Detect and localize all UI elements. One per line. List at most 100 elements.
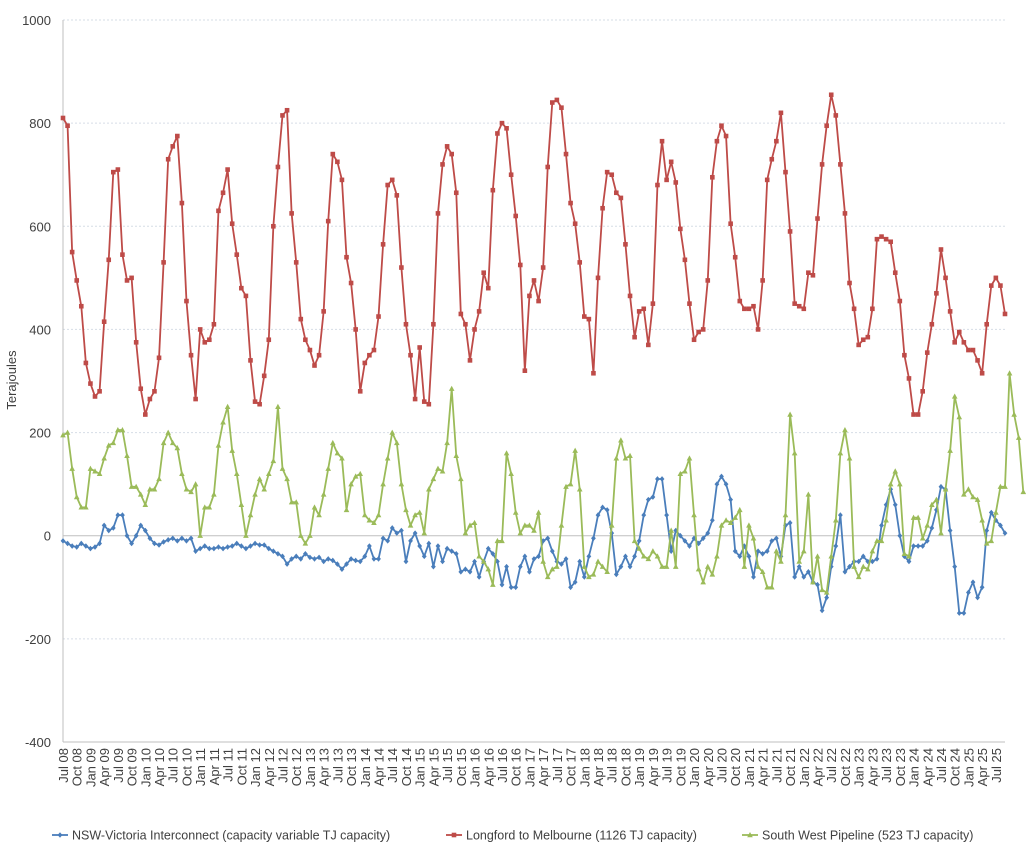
data-point xyxy=(710,174,715,180)
data-point xyxy=(348,556,354,562)
data-point xyxy=(824,594,830,601)
x-tick-label: Jul 12 xyxy=(275,748,290,783)
data-point xyxy=(659,138,665,144)
data-point xyxy=(1015,434,1022,440)
legend-label: NSW-Victoria Interconnect (capacity vari… xyxy=(72,829,390,843)
data-point xyxy=(549,100,555,105)
data-point xyxy=(302,550,308,557)
data-point xyxy=(568,200,573,206)
x-tick-label: Jan 24 xyxy=(907,748,922,787)
data-point xyxy=(581,574,587,580)
data-point xyxy=(380,242,386,247)
data-point xyxy=(197,545,203,552)
data-point xyxy=(833,517,839,523)
data-point xyxy=(837,512,843,518)
data-point xyxy=(618,563,624,570)
data-point xyxy=(736,506,743,513)
x-tick-label: Apr 22 xyxy=(811,748,826,786)
data-point xyxy=(888,239,893,245)
data-point xyxy=(1002,483,1008,489)
data-point xyxy=(741,563,748,569)
data-point xyxy=(700,535,706,542)
data-point xyxy=(169,439,176,446)
data-point xyxy=(938,483,944,490)
data-point xyxy=(325,465,332,471)
data-point xyxy=(801,574,807,580)
data-point xyxy=(233,470,240,477)
data-point xyxy=(385,538,391,544)
data-point xyxy=(421,530,428,536)
data-point xyxy=(137,491,144,497)
y-tick-label: 0 xyxy=(44,529,51,544)
data-point xyxy=(106,257,112,263)
x-tick-label: Jul 24 xyxy=(934,748,949,783)
data-point xyxy=(568,584,573,591)
data-point xyxy=(837,450,844,456)
x-tick-label: Oct 09 xyxy=(125,748,140,786)
data-point xyxy=(527,293,532,299)
data-point xyxy=(545,535,551,542)
data-point xyxy=(874,236,880,242)
data-point xyxy=(147,535,153,542)
data-point xyxy=(824,123,829,129)
x-tick-label: Apr 21 xyxy=(756,748,771,786)
data-point xyxy=(444,144,450,149)
x-tick-label: Jan 13 xyxy=(303,748,318,787)
data-point xyxy=(325,218,331,224)
data-point xyxy=(970,579,976,585)
data-point xyxy=(865,566,871,572)
data-point xyxy=(467,569,473,575)
data-point xyxy=(687,301,692,306)
data-point xyxy=(485,545,491,552)
data-point xyxy=(691,535,697,542)
data-point xyxy=(252,491,258,497)
x-tick-label: Apr 18 xyxy=(591,748,606,786)
data-point xyxy=(842,426,848,433)
data-point xyxy=(787,520,793,526)
data-point xyxy=(440,162,445,167)
data-point xyxy=(78,540,84,547)
data-point xyxy=(458,569,464,575)
data-point xyxy=(321,558,327,565)
data-point xyxy=(316,352,322,358)
data-point xyxy=(608,522,615,528)
data-point xyxy=(453,190,459,196)
y-tick-label: 200 xyxy=(29,426,51,441)
data-point xyxy=(819,607,825,614)
data-point xyxy=(911,412,916,417)
data-point xyxy=(517,530,524,536)
data-point xyxy=(65,540,70,547)
data-point xyxy=(796,558,803,564)
data-point xyxy=(183,486,190,492)
data-point xyxy=(508,470,514,477)
data-point xyxy=(614,190,619,196)
data-point xyxy=(357,470,364,477)
data-point xyxy=(307,532,313,538)
data-point xyxy=(998,522,1003,529)
data-point xyxy=(531,278,537,283)
data-point xyxy=(248,358,253,363)
data-point xyxy=(316,512,322,518)
data-point xyxy=(769,156,775,162)
data-point xyxy=(800,548,807,554)
data-point xyxy=(261,542,267,548)
data-point xyxy=(201,504,208,510)
data-point xyxy=(759,568,766,575)
data-point xyxy=(339,177,345,183)
data-point xyxy=(924,538,930,544)
data-point xyxy=(924,350,930,355)
data-point xyxy=(238,543,244,549)
data-point xyxy=(480,558,487,564)
data-point xyxy=(481,270,486,275)
data-point xyxy=(828,92,834,98)
data-point xyxy=(897,298,903,304)
y-tick-label: -200 xyxy=(25,632,51,647)
data-point xyxy=(559,561,564,567)
data-point xyxy=(69,465,75,471)
data-point xyxy=(165,429,171,435)
data-point xyxy=(352,473,359,479)
x-tick-label: Apr 12 xyxy=(262,748,277,786)
x-tick-label: Jul 16 xyxy=(495,748,510,783)
data-point xyxy=(929,525,935,531)
data-point xyxy=(691,337,697,343)
